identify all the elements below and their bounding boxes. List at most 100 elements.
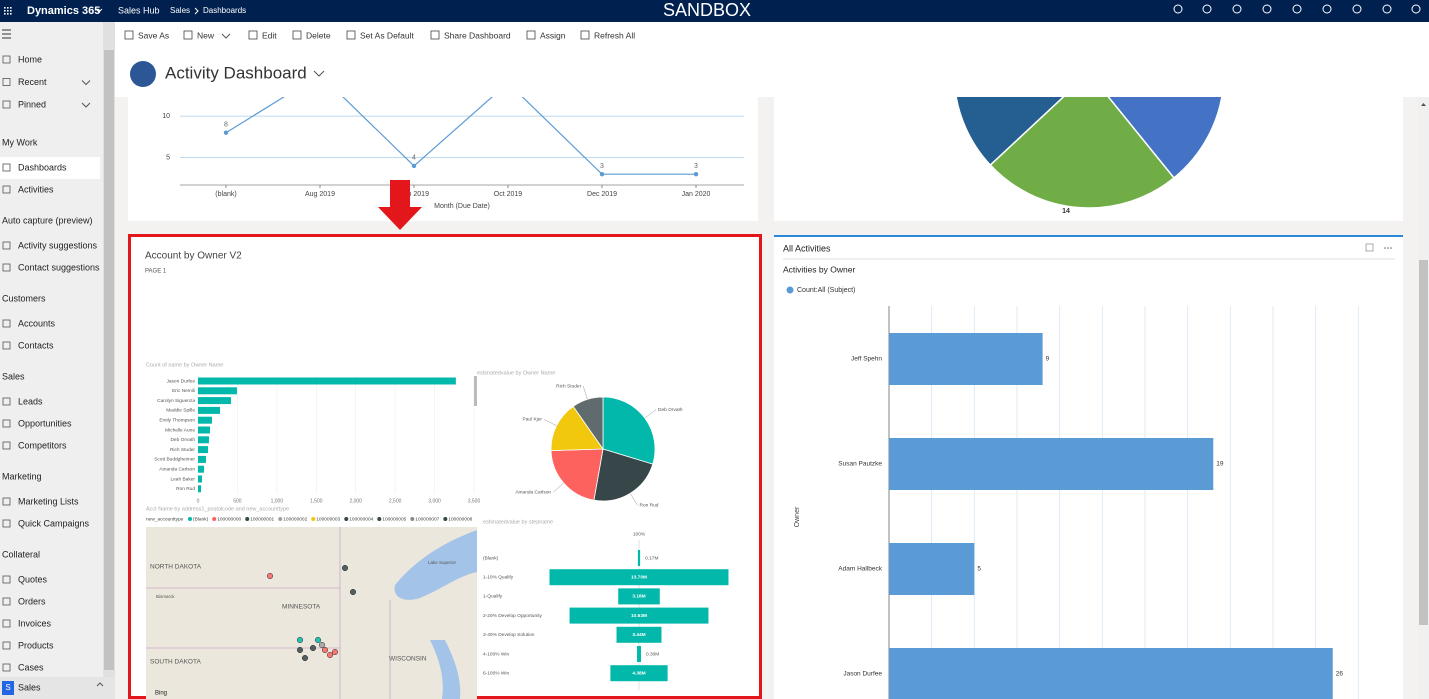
more-dot[interactable] [1384, 247, 1386, 249]
chevron [81, 80, 91, 86]
legend-dot [245, 517, 250, 521]
legend-label: 100000005 [382, 516, 406, 522]
bar[interactable] [889, 333, 1043, 385]
chevron [95, 8, 103, 13]
nav-item[interactable]: Cases [18, 662, 44, 672]
y-tick-label: Ron Rud [176, 486, 195, 492]
nav-item[interactable]: Marketing Lists [18, 496, 79, 506]
legend-label: 100000004 [349, 516, 373, 522]
command[interactable]: Delete [306, 30, 331, 40]
command-icon [526, 30, 536, 40]
top-icon[interactable] [1202, 4, 1212, 14]
funnel-bar [616, 626, 662, 643]
nav-icon [2, 519, 11, 528]
breadcrumb[interactable]: Dashboards [203, 6, 246, 15]
x-tick-label: 0 [197, 498, 200, 504]
legend-label: 100000000 [217, 516, 241, 522]
pie-label: Amanda Carlson [515, 489, 551, 495]
command[interactable]: Save As [138, 30, 169, 40]
nav-item[interactable]: Quick Campaigns [18, 518, 90, 528]
data-label: 3.18M [632, 594, 645, 600]
top-icon[interactable] [1232, 4, 1242, 14]
top-icon[interactable] [1382, 4, 1392, 14]
y-tick-label: Deb Orvath [170, 437, 195, 443]
legend-dot [443, 517, 448, 521]
y-axis-label: Owner [794, 506, 801, 527]
command[interactable]: Assign [540, 30, 566, 40]
command[interactable]: Set As Default [360, 30, 415, 40]
top-icon[interactable] [1322, 4, 1332, 14]
chevron [81, 102, 91, 108]
legend-dot [212, 517, 217, 521]
place-label: Bismarck [156, 594, 175, 599]
command[interactable]: New [197, 30, 215, 40]
sidebar-thumb [104, 50, 114, 670]
more-dot[interactable] [1390, 247, 1392, 249]
nav-item[interactable]: Invoices [18, 618, 52, 628]
nav-item[interactable]: Leads [18, 396, 43, 406]
x-tick-label: Aug 2019 [305, 191, 335, 198]
command[interactable]: Share Dashboard [444, 30, 511, 40]
top-icon[interactable] [1411, 4, 1421, 14]
nav-item[interactable]: Contact suggestions [18, 262, 100, 272]
nav-item[interactable]: Home [18, 54, 42, 64]
category-label: 3-40% Develop Solution [483, 632, 535, 638]
top-icon[interactable] [1173, 4, 1183, 14]
nav-item[interactable]: Products [18, 640, 54, 650]
nav-item[interactable]: Competitors [18, 440, 67, 450]
area-name[interactable]: Sales Hub [118, 5, 160, 15]
nav-item[interactable]: Activities [18, 184, 54, 194]
x-tick-label: 3,500 [468, 498, 481, 504]
legend-label: 100000007 [415, 516, 439, 522]
funnel-bar [549, 569, 729, 586]
more-dot[interactable] [1387, 247, 1389, 249]
nav-item[interactable]: Orders [18, 596, 46, 606]
chart-title: estimatedvalue by stepname [483, 519, 553, 525]
app-name[interactable]: Dynamics 365 [27, 5, 100, 17]
nav-item[interactable]: Activity suggestions [18, 240, 98, 250]
top-icon[interactable] [1292, 4, 1302, 14]
nav-icon [2, 55, 11, 64]
dashboard-title[interactable]: Activity Dashboard [165, 63, 307, 82]
nav-item[interactable]: Recent [18, 77, 47, 87]
breadcrumb[interactable]: Sales [170, 6, 190, 15]
waffle-dot [4, 10, 6, 12]
nav-item[interactable]: Dashboards [18, 162, 67, 172]
bar [198, 485, 201, 493]
nav-icon [2, 163, 11, 172]
bar [198, 436, 209, 444]
map-point [309, 644, 317, 652]
command[interactable]: Refresh All [594, 30, 635, 40]
category-label: 4-100% Win [483, 651, 509, 657]
nav-group: Customers [2, 293, 46, 303]
data-label: 14 [1062, 208, 1070, 215]
point [223, 130, 229, 135]
nav-item[interactable]: Pinned [18, 99, 46, 109]
top-icon[interactable] [1352, 4, 1362, 14]
panel-icon[interactable] [1365, 243, 1374, 252]
breadcrumb-sep [194, 7, 199, 15]
pie-slice [989, 97, 1176, 209]
bar[interactable] [889, 543, 975, 595]
report-page: PAGE 1 [145, 269, 167, 275]
place-label: Lake Superior [428, 560, 457, 565]
data-label: 8 [224, 122, 228, 129]
command[interactable]: Edit [262, 30, 277, 40]
bar[interactable] [889, 648, 1333, 699]
nav-icon [2, 663, 11, 672]
funnel-bar [618, 588, 660, 605]
nav-icon [2, 419, 11, 428]
area-switcher[interactable] [0, 677, 115, 699]
nav-item[interactable]: Contacts [18, 340, 54, 350]
legend-dot [188, 517, 192, 521]
nav-item[interactable]: Accounts [18, 318, 56, 328]
x-axis-label: Month (Due Date) [434, 203, 490, 210]
place-label: MINNESOTA [282, 604, 321, 611]
line-chart: 5 10 (blank) Aug 2019 Sep 2019 Oct 2019 Dec 20… [162, 97, 744, 210]
nav-item[interactable]: Opportunities [18, 418, 72, 428]
nav-item[interactable]: Quotes [18, 574, 48, 584]
bar[interactable] [889, 438, 1214, 490]
data-label: 4.38M [632, 670, 645, 676]
y-tick-label: Jason Durfee [166, 378, 195, 384]
top-icon[interactable] [1262, 4, 1272, 14]
